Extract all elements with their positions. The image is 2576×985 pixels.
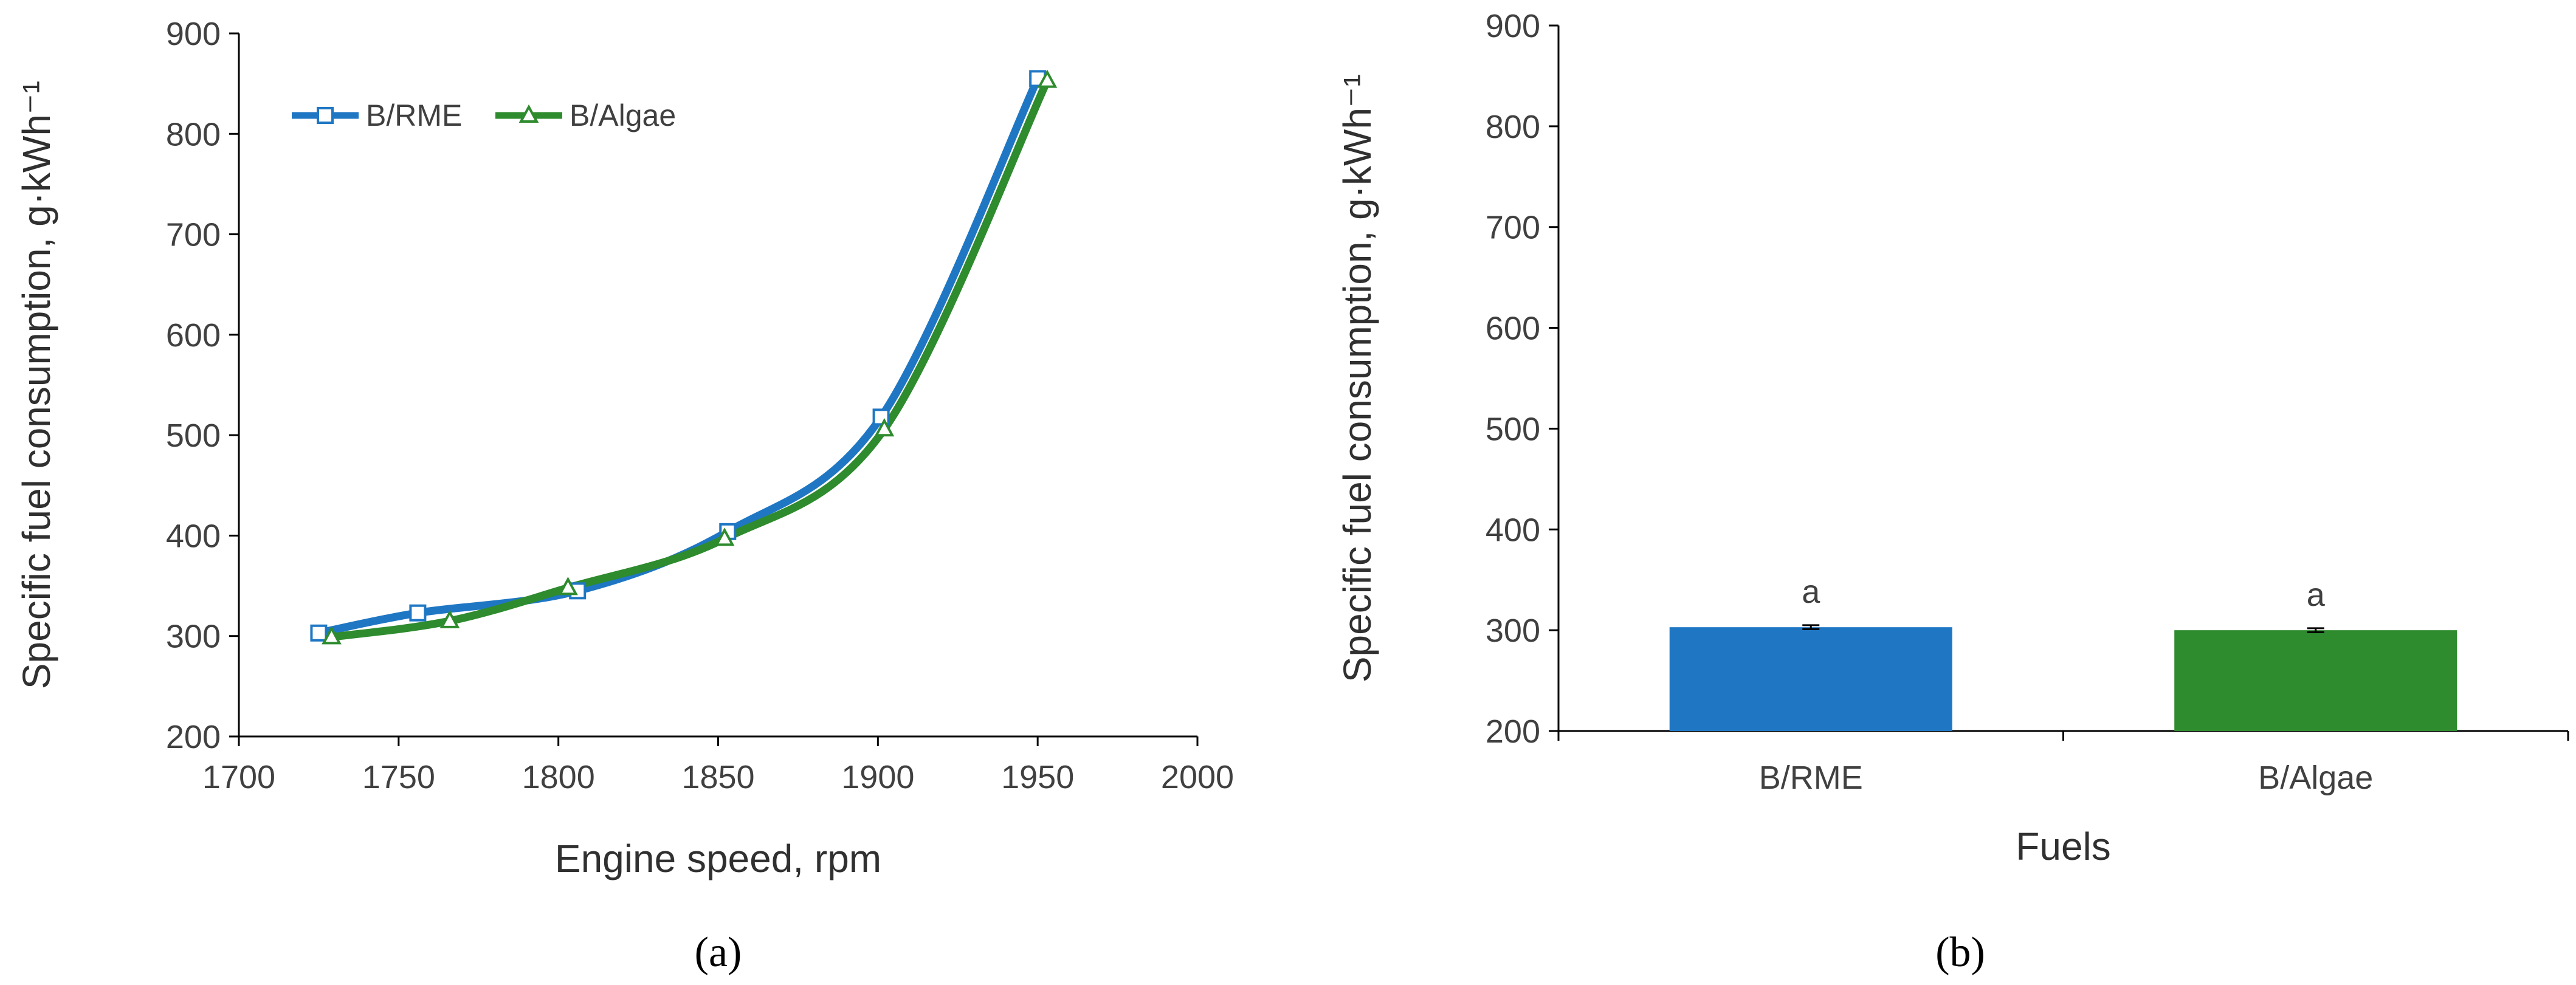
y-tick-label: 200 — [166, 719, 221, 755]
x-category-label: B/RME — [1759, 760, 1863, 796]
y-tick-label: 500 — [166, 417, 221, 454]
y-tick-label: 300 — [166, 619, 221, 655]
x-tick-label: 1850 — [681, 759, 754, 795]
y-tick-label: 400 — [166, 518, 221, 554]
bar-0 — [1669, 627, 1952, 731]
y-tick-label: 300 — [1486, 613, 1540, 649]
data-point-marker — [439, 609, 460, 628]
x-axis-title: Fuels — [2016, 825, 2111, 868]
y-tick-label: 600 — [166, 317, 221, 354]
data-point-marker — [714, 527, 735, 546]
panel-label-b: (b) — [1935, 929, 1985, 976]
y-tick-label: 900 — [1486, 8, 1540, 44]
x-tick-label: 1700 — [202, 759, 275, 795]
data-point-marker — [1037, 69, 1058, 88]
x-tick-label: 1750 — [362, 759, 435, 795]
data-point-marker — [310, 624, 328, 642]
legend-marker — [518, 104, 539, 123]
line-chart-panel: 200 300 400 500 600 700 800 900 1700 1750 1800 1850… — [15, 16, 1234, 976]
legend-label: B/RME — [366, 98, 462, 132]
data-point-marker — [409, 604, 427, 622]
data-point-marker — [874, 418, 895, 437]
x-axis-title: Engine speed, rpm — [555, 837, 881, 880]
data-point-marker — [558, 577, 578, 595]
y-tick-label: 700 — [1486, 210, 1540, 246]
series-line-1 — [327, 77, 1052, 641]
legend-label: B/Algae — [570, 98, 676, 132]
x-tick-label: 1800 — [522, 759, 595, 795]
significance-letter: a — [1802, 574, 1820, 610]
y-tick-label: 200 — [1486, 713, 1540, 750]
data-point-marker — [322, 626, 342, 645]
y-tick-label: 600 — [1486, 311, 1540, 347]
y-tick-label: 400 — [1486, 512, 1540, 548]
legend-marker — [317, 107, 334, 124]
panel-label-a: (a) — [695, 929, 742, 976]
y-tick-label: 900 — [166, 16, 221, 52]
y-tick-label: 800 — [1486, 109, 1540, 145]
significance-letter: a — [2307, 577, 2326, 613]
y-axis-title: Specific fuel consumption, g·kWh⁻¹ — [15, 81, 58, 689]
x-tick-label: 1900 — [841, 759, 914, 795]
x-tick-label: 2000 — [1161, 759, 1234, 795]
y-tick-label: 800 — [166, 116, 221, 153]
y-axis-title: Specific fuel consumption, g·kWh⁻¹ — [1335, 74, 1379, 682]
x-tick-label: 1950 — [1001, 759, 1074, 795]
bar-1 — [2174, 630, 2457, 731]
y-tick-label: 500 — [1486, 411, 1540, 447]
bar-chart-panel: 200 300 400 500 600 700 800 900 a B/RME a B/Algae Fu… — [1335, 8, 2569, 976]
y-tick-label: 700 — [166, 217, 221, 253]
x-category-label: B/Algae — [2258, 760, 2373, 796]
